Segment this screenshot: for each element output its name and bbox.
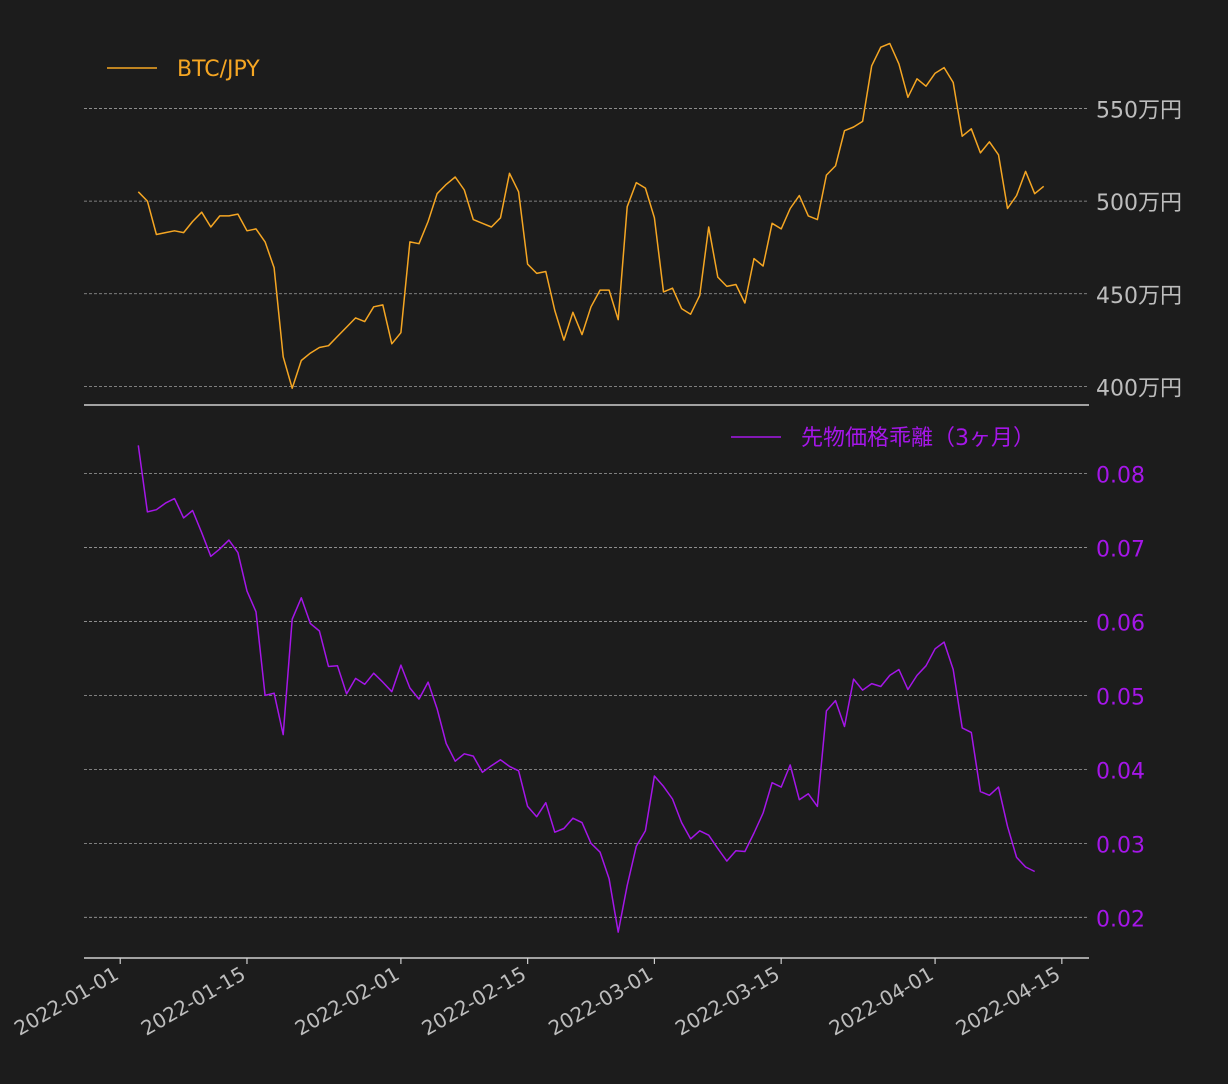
basis-y-tick-label: 0.06 — [1096, 611, 1145, 636]
x-tick-label: 2022-03-15 — [671, 962, 784, 1041]
basis-series-line — [137, 445, 1036, 933]
x-tick-label: 2022-04-15 — [952, 962, 1065, 1041]
btc-legend-label: BTC/JPY — [177, 57, 260, 82]
basis-y-tick-label: 0.04 — [1096, 759, 1145, 784]
btc-series-line — [137, 42, 1045, 390]
basis-y-tick-label: 0.07 — [1096, 537, 1145, 562]
basis-y-tick-label: 0.02 — [1096, 907, 1145, 932]
basis-y-tick-label: 0.08 — [1096, 463, 1145, 488]
x-tick-label: 2022-01-01 — [10, 962, 123, 1041]
basis-y-tick-label: 0.03 — [1096, 833, 1145, 858]
basis-legend-label: 先物価格乖離（3ヶ月） — [801, 426, 1035, 451]
btc-y-tick-label: 400万円 — [1096, 376, 1182, 401]
btc-y-tick-label: 500万円 — [1096, 191, 1182, 216]
btc-y-tick-label: 550万円 — [1096, 98, 1182, 123]
x-tick-label: 2022-04-01 — [825, 962, 938, 1041]
x-tick-label: 2022-01-15 — [137, 962, 250, 1041]
btc-y-tick-label: 450万円 — [1096, 284, 1182, 309]
basis-y-tick-label: 0.05 — [1096, 685, 1145, 710]
x-tick-label: 2022-02-01 — [291, 962, 404, 1041]
x-tick-label: 2022-02-15 — [417, 962, 530, 1041]
x-tick-label: 2022-03-01 — [544, 962, 657, 1041]
